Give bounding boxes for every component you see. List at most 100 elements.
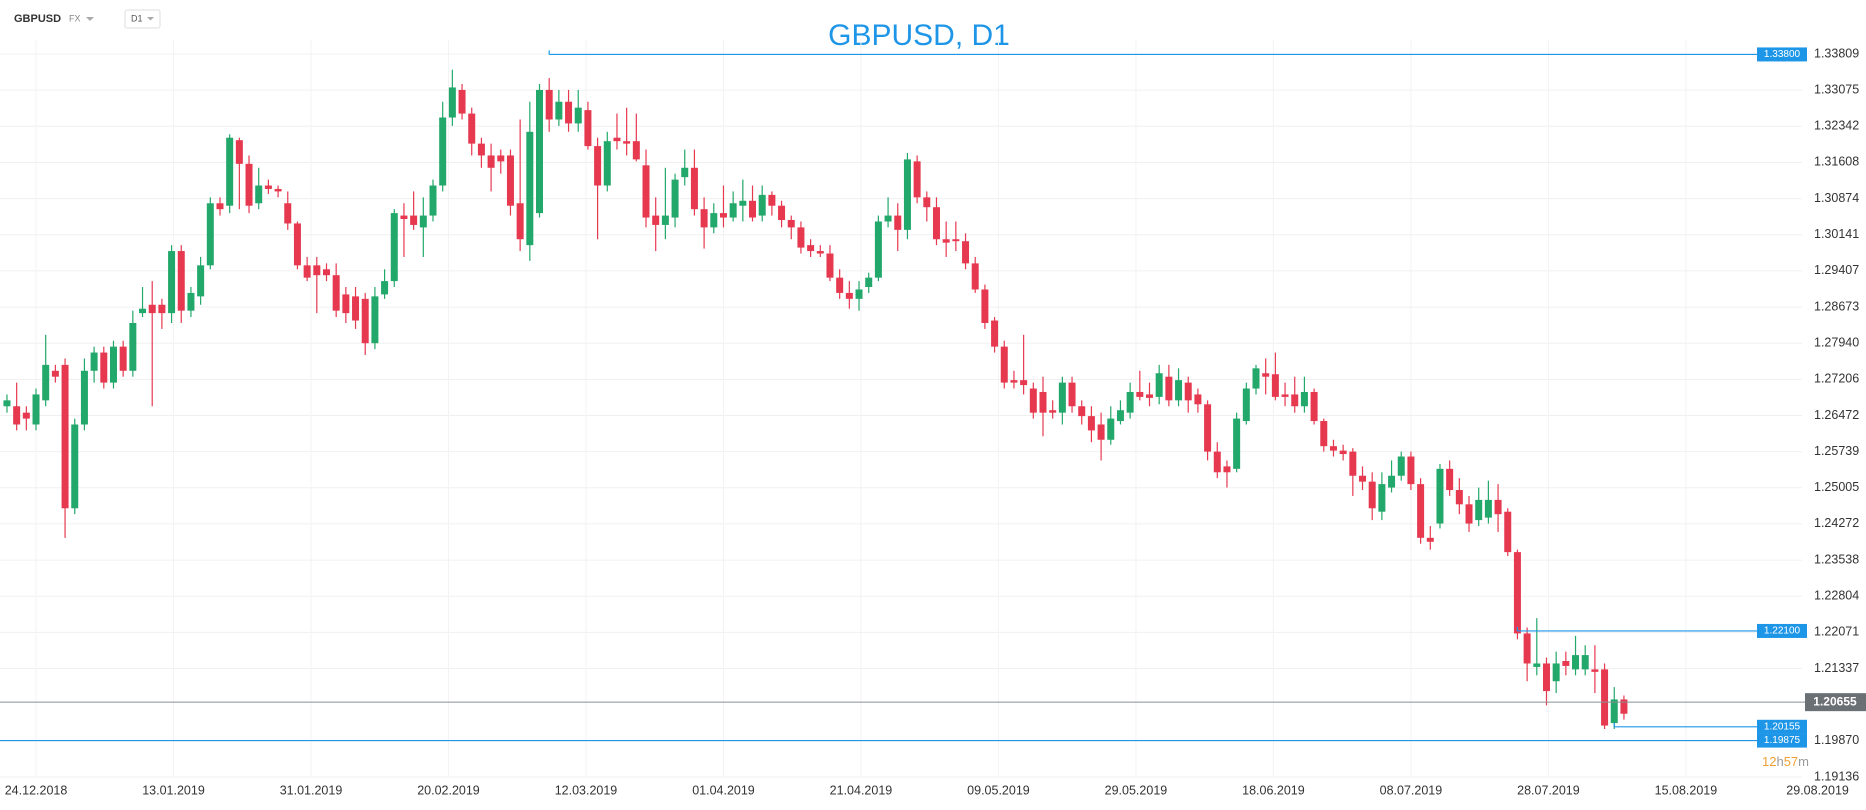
market[interactable]: FX	[69, 13, 81, 23]
candle-body	[1426, 537, 1434, 542]
candle-body	[1378, 484, 1386, 512]
candle-body	[245, 163, 253, 206]
candle-body	[807, 245, 815, 252]
x-tick-label: 15.08.2019	[1655, 783, 1718, 797]
countdown-part: 12	[1762, 754, 1776, 769]
candle-body	[836, 277, 844, 293]
timeframe-caret[interactable]	[147, 17, 154, 21]
candle-body	[371, 296, 379, 344]
candle-body	[187, 292, 195, 311]
candle-body	[1446, 468, 1454, 491]
candle-body	[603, 141, 611, 186]
y-tick-label: 1.22071	[1814, 625, 1859, 639]
candle-body	[1552, 663, 1560, 682]
y-tick-label: 1.24272	[1814, 516, 1859, 530]
candle-body	[661, 215, 669, 225]
candle-body	[1349, 451, 1357, 476]
candle-body	[322, 269, 330, 276]
y-tick-label: 1.22804	[1814, 589, 1859, 603]
candle-body	[952, 239, 960, 242]
candle-body	[139, 308, 147, 314]
y-tick-label: 1.27940	[1814, 335, 1859, 349]
timeframe[interactable]: D1	[131, 13, 143, 23]
candle-body	[13, 406, 21, 425]
candle-body	[1475, 499, 1483, 521]
candle-body	[235, 140, 243, 164]
level-label: 1.20155	[1764, 721, 1801, 732]
candle-body	[458, 89, 466, 114]
candle-body	[148, 304, 156, 314]
candle-body	[894, 215, 902, 230]
candle-body	[690, 167, 698, 210]
candle-body	[981, 289, 989, 323]
candle-body	[1068, 382, 1076, 407]
y-tick-label: 1.21337	[1814, 661, 1859, 675]
y-tick-label: 1.25739	[1814, 444, 1859, 458]
candle-body	[1010, 380, 1018, 383]
candle-body	[1465, 504, 1473, 524]
candle-body	[749, 200, 757, 218]
candle-body	[1368, 481, 1376, 509]
timeframe-dropdown[interactable]	[124, 9, 161, 29]
candle-body	[574, 107, 582, 124]
candle-body	[1223, 466, 1231, 473]
countdown-part: h	[1776, 754, 1783, 769]
candle-body	[816, 251, 824, 254]
candle-body	[32, 394, 40, 425]
candle-body	[1078, 406, 1086, 417]
candle-body	[1271, 374, 1279, 397]
candle-body	[80, 370, 88, 425]
market-caret[interactable]	[86, 17, 94, 21]
candle-body	[1417, 484, 1425, 538]
y-tick-label: 1.26472	[1814, 408, 1859, 422]
candle-body	[865, 277, 873, 288]
candle-body	[1097, 424, 1105, 440]
grid	[0, 40, 1802, 778]
candle-body	[1542, 663, 1550, 692]
candle-body	[1436, 468, 1444, 524]
candle-body	[1000, 346, 1008, 383]
candle-body	[623, 141, 631, 144]
candle-body	[1562, 661, 1570, 666]
candle-body	[1601, 669, 1609, 726]
candle-body	[1610, 699, 1618, 724]
x-tick-label: 09.05.2019	[967, 783, 1030, 797]
candle-body	[1107, 418, 1115, 440]
candle-body	[913, 161, 921, 198]
candle-body	[71, 424, 79, 509]
candle-body	[206, 203, 214, 266]
candle-body	[1359, 475, 1367, 482]
candle-body	[1087, 416, 1095, 431]
candle-body	[884, 215, 892, 222]
candle-body	[845, 292, 853, 299]
candle-body	[1455, 490, 1463, 505]
candle-body	[1581, 655, 1589, 670]
candle-body	[681, 167, 689, 178]
candle-body	[1039, 391, 1047, 413]
candle-body	[1175, 380, 1183, 401]
candle-body	[51, 370, 59, 377]
level-badge	[1757, 719, 1807, 734]
candle-body	[129, 322, 137, 371]
candle-body	[1504, 511, 1512, 553]
candle-body	[400, 215, 408, 220]
x-tick-label: 29.08.2019	[1786, 783, 1849, 797]
y-tick-label: 1.25005	[1814, 480, 1859, 494]
candle-body	[739, 200, 747, 206]
candle-body	[923, 197, 931, 208]
level-badge	[1757, 623, 1807, 638]
y-tick-label: 1.33075	[1814, 82, 1859, 96]
candle-body	[1591, 669, 1599, 672]
candle-body	[855, 289, 863, 299]
level-label: 1.33800	[1764, 49, 1801, 60]
candle-body	[526, 131, 534, 246]
candle-body	[1484, 499, 1492, 518]
candle-body	[1155, 373, 1163, 397]
candle-body	[1165, 376, 1173, 401]
symbol[interactable]: GBPUSD	[14, 13, 61, 25]
candle-body	[1145, 394, 1153, 398]
candle-body	[1572, 655, 1580, 670]
candle-body	[119, 346, 127, 371]
candle-body	[797, 227, 805, 248]
countdown-part: m	[1798, 754, 1809, 769]
